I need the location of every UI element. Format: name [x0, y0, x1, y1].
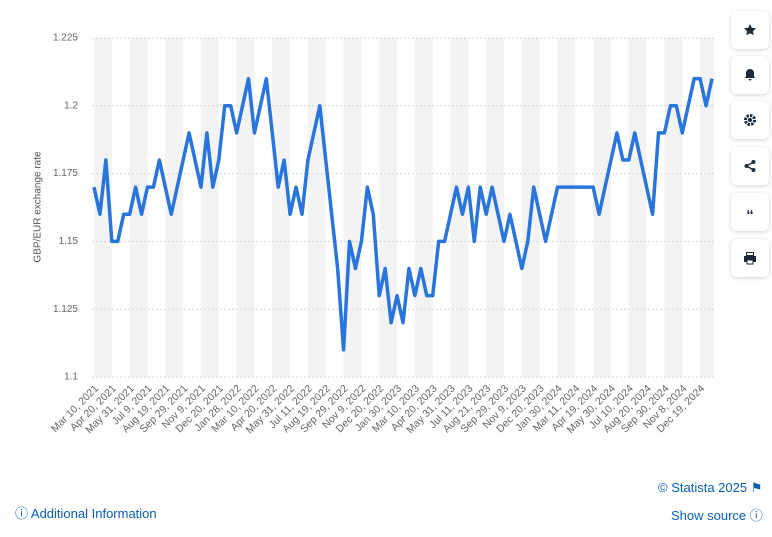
y-axis-label: GBP/EUR exchange rate — [33, 151, 44, 263]
band — [557, 38, 576, 377]
show-source-text: Show source — [671, 508, 747, 523]
background-bands — [94, 38, 714, 377]
y-tick-label: 1.2 — [64, 100, 78, 111]
favorite-button[interactable] — [731, 11, 769, 49]
additional-info-text: Additional Information — [30, 506, 157, 521]
band — [272, 38, 291, 377]
alert-button[interactable] — [731, 56, 769, 94]
copyright-text: © Statista 2025 — [658, 480, 748, 495]
band — [200, 38, 219, 377]
print-button[interactable] — [731, 239, 769, 277]
y-tick-label: 1.225 — [53, 33, 78, 44]
copyright[interactable]: © Statista 2025 ⚑ — [658, 480, 763, 495]
y-tick-label: 1.175 — [53, 168, 78, 179]
band — [307, 38, 326, 377]
band — [94, 38, 112, 377]
data-line — [92, 76, 714, 352]
y-tick-label: 1.125 — [53, 304, 78, 315]
settings-button[interactable] — [731, 101, 769, 139]
share-button[interactable] — [731, 147, 769, 185]
band — [700, 38, 714, 377]
svg-text:“: “ — [746, 207, 754, 219]
show-source[interactable]: Show source ⓘ — [671, 508, 763, 523]
band — [628, 38, 647, 377]
cite-button[interactable]: “ — [731, 193, 769, 231]
band — [414, 38, 433, 377]
additional-info[interactable]: ⓘ Additional Information — [15, 506, 157, 521]
band — [664, 38, 683, 377]
y-tick-label: 1.15 — [59, 236, 79, 247]
y-tick-label: 1.1 — [64, 372, 78, 383]
band — [379, 38, 398, 377]
band — [236, 38, 255, 377]
